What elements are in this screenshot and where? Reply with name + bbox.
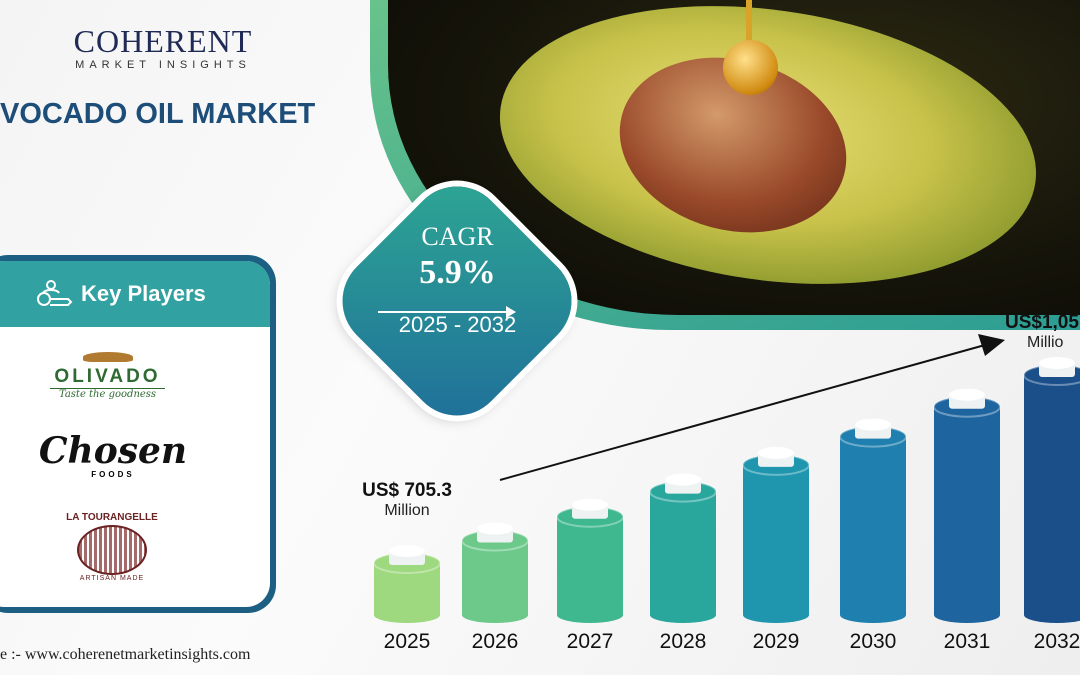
page-title: VOCADO OIL MARKET [0, 98, 316, 130]
olivado-tagline: Taste the goodness [58, 389, 157, 400]
bar-top [461, 529, 529, 552]
olivado-name: OLIVADO [50, 366, 165, 389]
bar-top [839, 425, 907, 448]
logo-tagline: MARKET INSIGHTS [75, 59, 251, 71]
company-logo: COHERENT MARKET INSIGHTS [58, 25, 268, 71]
bar-cap [949, 394, 985, 409]
year-label: 2029 [752, 630, 800, 653]
bar-cap [855, 424, 891, 439]
tree-icon [82, 352, 133, 362]
bar-base [934, 607, 1000, 623]
bar-2025 [374, 563, 440, 615]
bar-base [840, 607, 906, 623]
logo-name: COHERENT [73, 23, 253, 59]
year-label: 2027 [566, 630, 614, 653]
cagr-value: 5.9% [419, 254, 496, 291]
bar-base [1024, 607, 1080, 623]
tourangelle-sub: ARTISAN MADE [79, 575, 145, 582]
bar-base [557, 607, 623, 623]
chosen-foods-logo: Chosen FOODS [38, 432, 188, 479]
bar-top [373, 552, 441, 574]
year-label: 2026 [471, 630, 519, 653]
bar-base [650, 607, 716, 623]
bar-top [556, 505, 624, 528]
bar-cap [758, 452, 794, 467]
start-value: US$ 705.3 [362, 480, 452, 501]
arrow-icon [378, 306, 516, 318]
chosen-sub: FOODS [91, 470, 135, 479]
year-label: 2032 [1033, 630, 1080, 653]
year-label: 2025 [383, 630, 431, 653]
bar-cap-top [949, 388, 985, 401]
bar-top [742, 453, 810, 476]
cagr-text: CAGR 5.9% 2025 - 2032 [360, 222, 555, 338]
la-tourangelle-logo: LA TOURANGELLE ARTISAN MADE [62, 512, 162, 592]
castle-icon [77, 525, 147, 575]
end-unit: Millio [1027, 334, 1064, 351]
cagr-label: CAGR [421, 222, 494, 251]
bar-2029 [743, 464, 809, 615]
bar-2027 [557, 516, 623, 615]
year-label: 2030 [849, 630, 897, 653]
bar-top [1023, 364, 1080, 386]
bar-base [743, 607, 809, 623]
year-label: 2028 [659, 630, 707, 653]
bar-top [933, 395, 1001, 418]
bar-base [374, 607, 440, 623]
year-label: 2031 [943, 630, 991, 653]
tourangelle-name: LA TOURANGELLE [66, 512, 158, 523]
end-value: US$1,05 [1005, 312, 1079, 333]
bar-cap-top [572, 498, 608, 511]
bar-cap-top [389, 545, 425, 557]
source-text: e :- www.coherenetmarketinsights.com [0, 646, 251, 663]
bar-2026 [462, 540, 528, 615]
chosen-name: Chosen [38, 430, 188, 472]
key-user-icon [37, 280, 73, 306]
bar-cap-top [855, 418, 891, 431]
key-players-heading: Key Players [81, 281, 206, 306]
cagr-period: 2025 - 2032 [398, 312, 517, 337]
bar-cap-top [758, 446, 794, 459]
growth-arrow-head [978, 334, 1005, 356]
bar-cap [665, 479, 701, 494]
start-value-label: US$ 705.3 Million [352, 480, 462, 520]
oil-drop [723, 40, 778, 95]
key-players-header: Key Players [0, 261, 270, 327]
bar-cap [389, 551, 425, 565]
growth-arrow-line [499, 344, 986, 481]
end-value-label: US$1,05 Millio [1005, 312, 1080, 352]
olivado-logo: OLIVADO Taste the goodness [50, 352, 165, 400]
bar-2028 [650, 491, 716, 615]
bar-cap [572, 504, 608, 519]
bar-base [462, 607, 528, 623]
bar-2032 [1024, 375, 1080, 615]
bar-2030 [840, 436, 906, 615]
bar-cap-top [665, 473, 701, 486]
oil-drip [746, 0, 752, 45]
bar-cap [1039, 363, 1075, 377]
bar-2031 [934, 406, 1000, 615]
bar-cap [477, 528, 513, 543]
bar-top [649, 480, 717, 503]
start-unit: Million [384, 502, 430, 519]
bar-cap-top [477, 522, 513, 535]
bar-cap-top [1039, 357, 1075, 369]
